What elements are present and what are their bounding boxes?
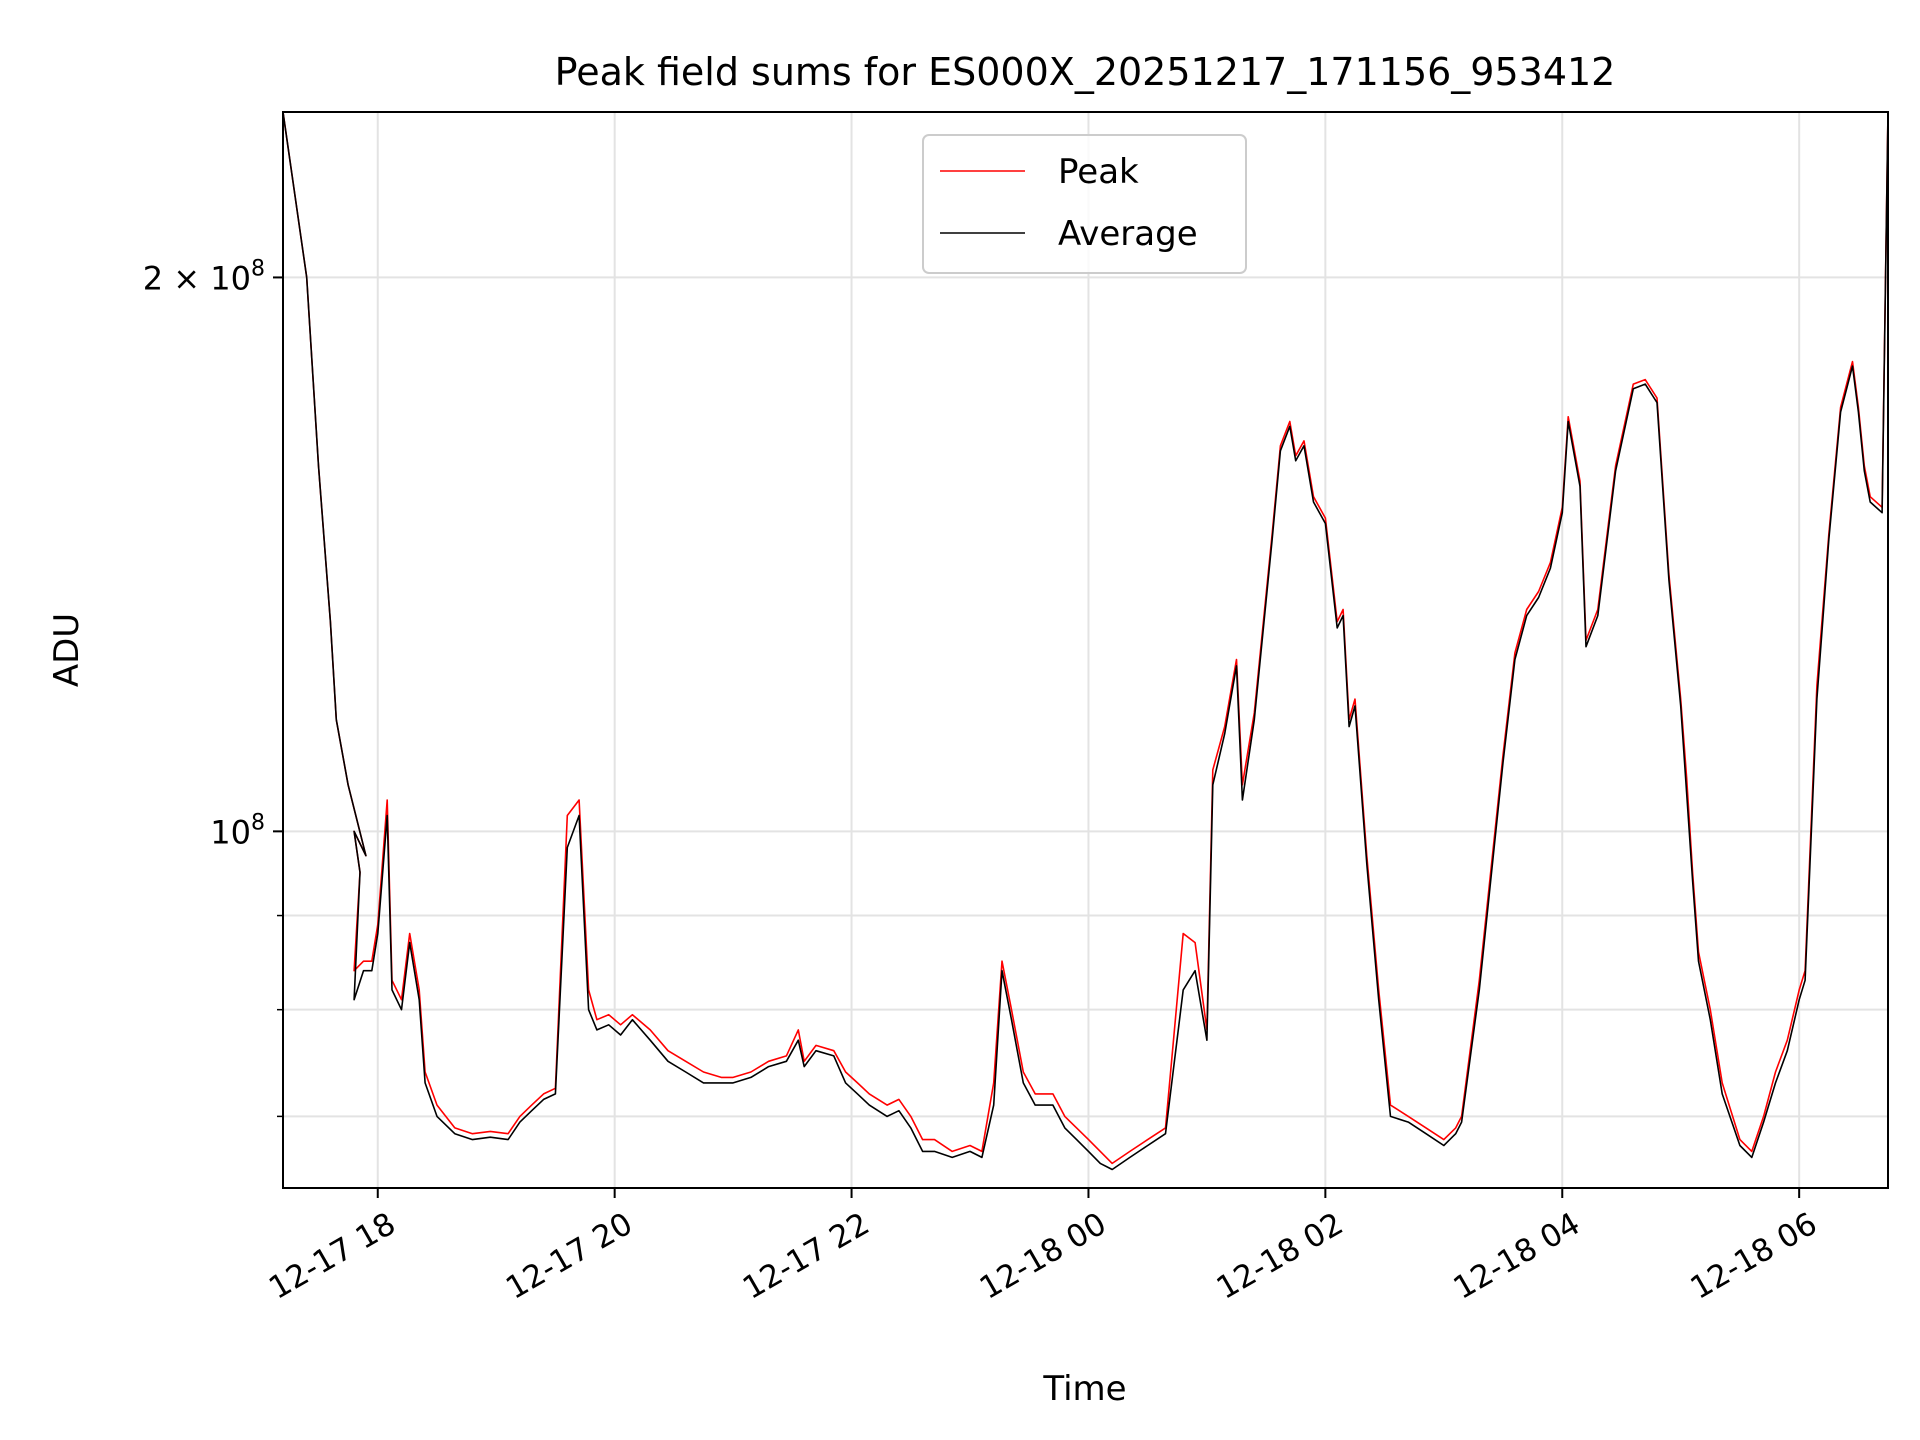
y-tick-label: 2 × 108 — [143, 256, 265, 297]
y-tick-exponent: 8 — [251, 256, 265, 281]
legend-label-average: Average — [1058, 214, 1198, 254]
y-tick-base: 10 — [210, 259, 251, 297]
plot-frame — [282, 111, 1889, 1189]
grid — [283, 112, 1888, 1188]
y-tick-base: 10 — [210, 813, 251, 851]
legend: Peak Average — [922, 134, 1247, 274]
series-line-average — [283, 112, 1888, 1171]
y-axis-label: ADU — [47, 613, 87, 687]
legend-label-peak: Peak — [1058, 152, 1139, 192]
y-tick-label: 108 — [210, 810, 265, 851]
chart-title: Peak field sums for ES000X_20251217_1711… — [555, 50, 1616, 94]
legend-frame — [922, 134, 1247, 274]
series-layer — [283, 112, 1888, 1171]
x-axis-label: Time — [1042, 1369, 1126, 1409]
y-tick-mantissa: 2 × — [143, 259, 211, 297]
y-tick-exponent: 8 — [251, 810, 265, 835]
